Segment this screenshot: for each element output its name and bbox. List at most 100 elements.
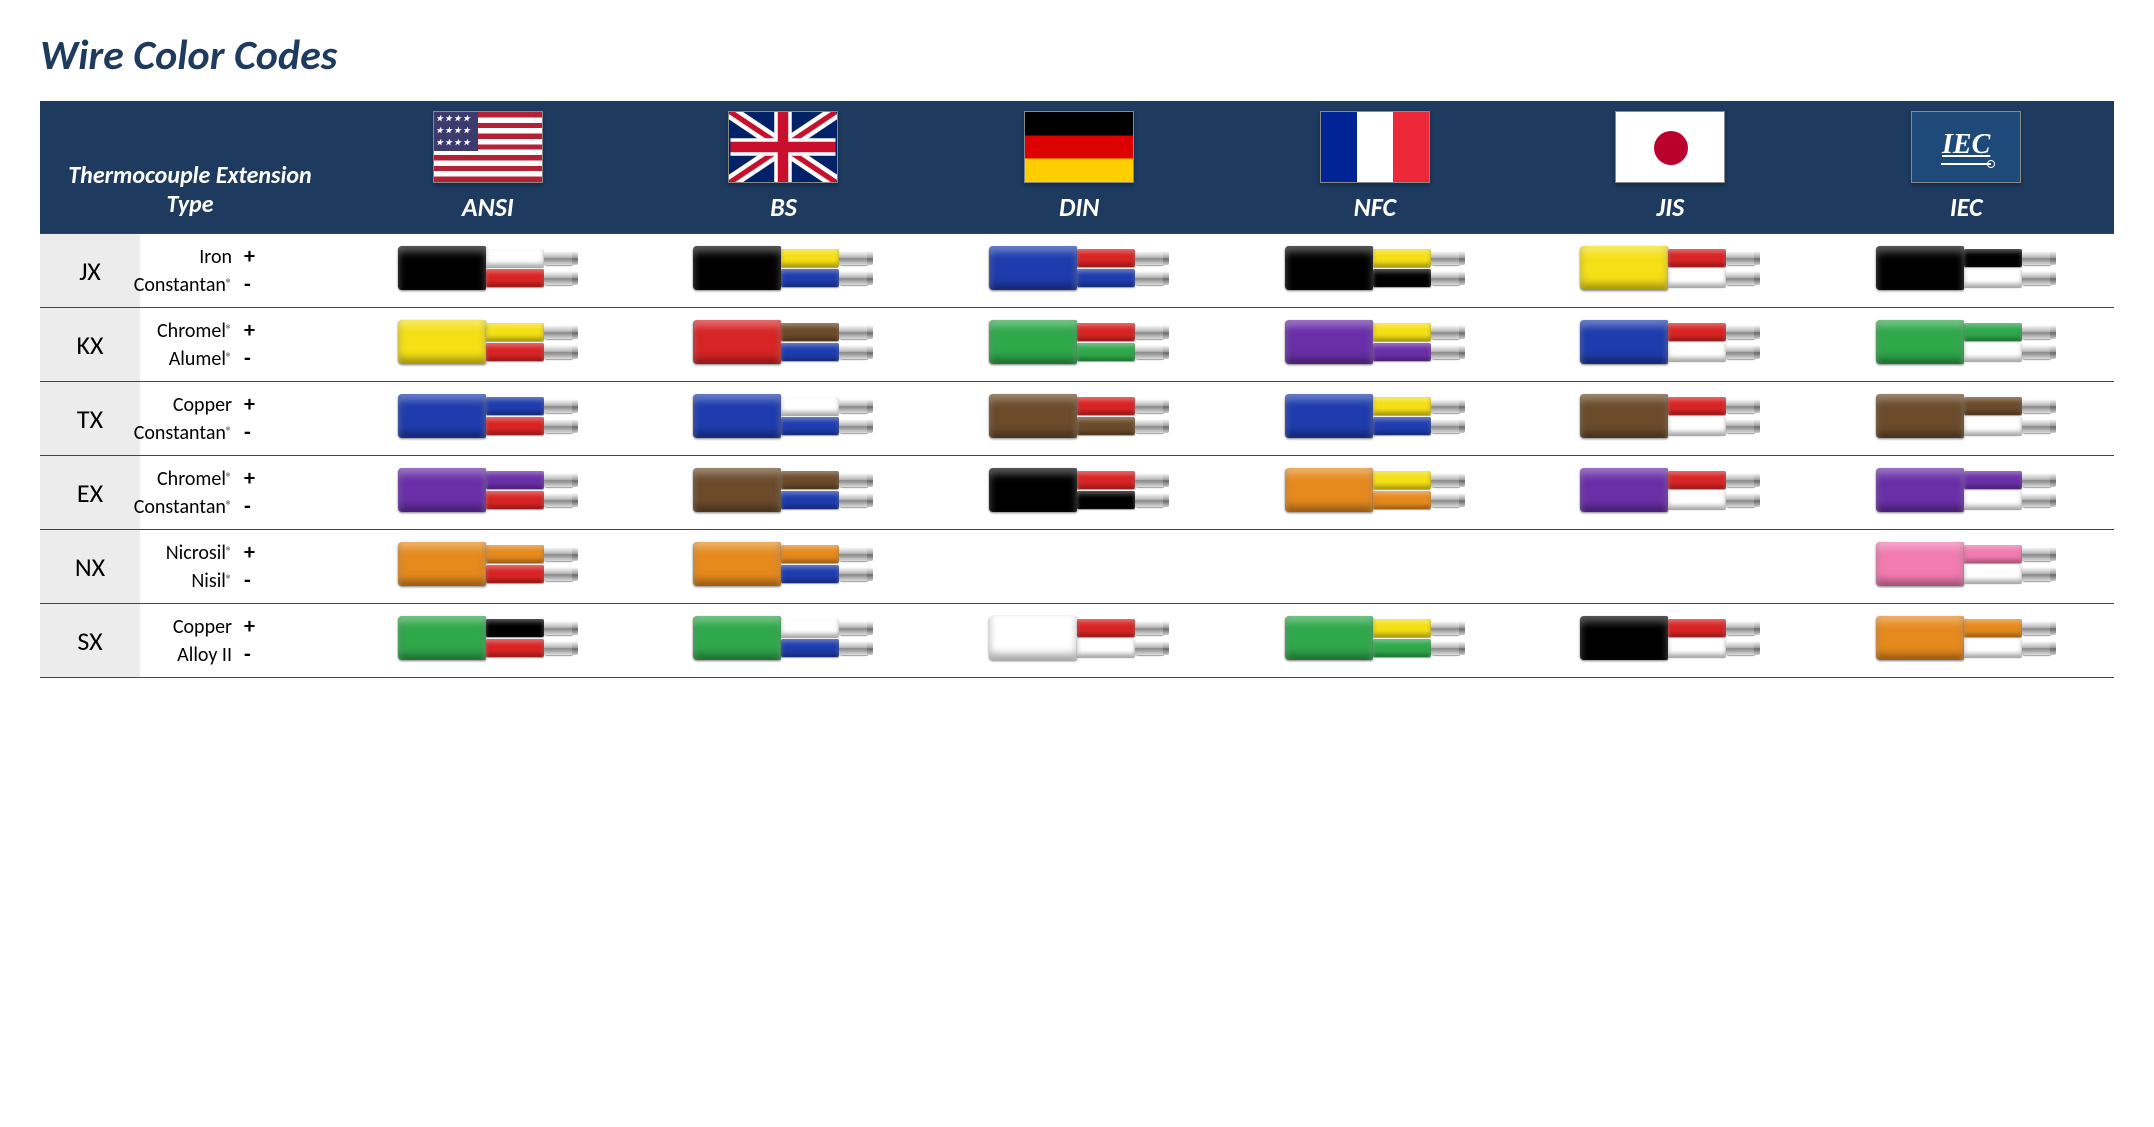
materials: CopperAlloy II (140, 604, 240, 678)
wire-icon (1876, 540, 2056, 588)
standard-header-nfc: NFC (1227, 101, 1523, 234)
flag-uk-icon (728, 111, 838, 183)
wire-icon (693, 392, 873, 440)
wire-cell-ansi (340, 234, 636, 308)
wire-cell-iec (1818, 308, 2114, 382)
wire-cell-bs (636, 382, 932, 456)
wire-icon (1580, 392, 1760, 440)
material-negative: Constantan® (144, 493, 232, 521)
wire-icon (398, 244, 578, 292)
sign-minus: - (244, 641, 336, 669)
wire-icon (398, 318, 578, 366)
wire-icon (693, 540, 873, 588)
wire-icon (1876, 614, 2056, 662)
wire-cell-jis (1523, 234, 1819, 308)
standard-header-ansi: ANSI (340, 101, 636, 234)
wire-icon (693, 466, 873, 514)
polarity-signs: +- (240, 382, 340, 456)
wire-icon (693, 318, 873, 366)
polarity-signs: +- (240, 604, 340, 678)
wire-icon (1876, 392, 2056, 440)
type-code: JX (40, 234, 140, 308)
flag-fr-icon (1320, 111, 1430, 183)
material-negative: Constantan® (144, 271, 232, 299)
flag-jp-icon (1615, 111, 1725, 183)
materials: IronConstantan® (140, 234, 240, 308)
sign-plus: + (244, 613, 336, 641)
wire-cell-ansi (340, 308, 636, 382)
wire-cell-nfc (1227, 530, 1523, 604)
material-positive: Copper (144, 613, 232, 641)
sign-minus: - (244, 419, 336, 447)
materials: Chromel®Constantan® (140, 456, 240, 530)
material-negative: Alumel® (144, 345, 232, 373)
wire-icon (1876, 466, 2056, 514)
wire-icon (1285, 244, 1465, 292)
wire-icon (1876, 318, 2056, 366)
flag-iec-icon: IEC (1911, 111, 2021, 183)
sign-plus: + (244, 539, 336, 567)
standard-label: IEC (1950, 191, 1983, 223)
standard-label: DIN (1059, 191, 1099, 223)
flag-de-icon (1024, 111, 1134, 183)
material-positive: Iron (144, 243, 232, 271)
wire-cell-nfc (1227, 456, 1523, 530)
material-positive: Nicrosil® (144, 539, 232, 567)
table-row: EXChromel®Constantan®+- (40, 456, 2114, 530)
wire-cell-ansi (340, 456, 636, 530)
standard-header-din: DIN (931, 101, 1227, 234)
standard-label: NFC (1354, 191, 1396, 223)
wire-icon (1580, 614, 1760, 662)
table-row: KXChromel®Alumel®+- (40, 308, 2114, 382)
material-negative: Alloy II (144, 641, 232, 669)
material-negative: Constantan® (144, 419, 232, 447)
sign-minus: - (244, 567, 336, 595)
wire-cell-ansi (340, 530, 636, 604)
wire-cell-nfc (1227, 308, 1523, 382)
material-positive: Chromel® (144, 465, 232, 493)
wire-cell-ansi (340, 604, 636, 678)
standard-header-iec: IEC IEC (1818, 101, 2114, 234)
wire-icon (398, 466, 578, 514)
wire-cell-jis (1523, 604, 1819, 678)
wire-icon (1285, 466, 1465, 514)
wire-cell-nfc (1227, 234, 1523, 308)
type-code: EX (40, 456, 140, 530)
wire-cell-din (931, 382, 1227, 456)
page-title: Wire Color Codes (40, 30, 2134, 81)
type-header: Thermocouple Extension Type (40, 101, 340, 234)
wire-icon (989, 466, 1169, 514)
standard-label: JIS (1657, 191, 1685, 223)
type-code: KX (40, 308, 140, 382)
wire-cell-bs (636, 308, 932, 382)
wire-cell-din (931, 604, 1227, 678)
wire-cell-ansi (340, 382, 636, 456)
wire-cell-din (931, 530, 1227, 604)
table-row: SXCopperAlloy II+- (40, 604, 2114, 678)
sign-plus: + (244, 317, 336, 345)
wire-icon (989, 318, 1169, 366)
wire-icon (1876, 244, 2056, 292)
wire-icon (1285, 392, 1465, 440)
wire-icon (989, 614, 1169, 662)
polarity-signs: +- (240, 308, 340, 382)
standard-header-jis: JIS (1523, 101, 1819, 234)
wire-icon (693, 244, 873, 292)
type-code: NX (40, 530, 140, 604)
materials: CopperConstantan® (140, 382, 240, 456)
wire-cell-jis (1523, 382, 1819, 456)
color-code-table: Thermocouple Extension Type ANSIBSDINNFC… (40, 101, 2114, 678)
wire-icon (1580, 466, 1760, 514)
wire-icon (1285, 614, 1465, 662)
wire-cell-jis (1523, 308, 1819, 382)
wire-cell-bs (636, 456, 932, 530)
materials: Chromel®Alumel® (140, 308, 240, 382)
wire-cell-jis (1523, 456, 1819, 530)
wire-cell-bs (636, 530, 932, 604)
wire-cell-bs (636, 604, 932, 678)
wire-cell-iec (1818, 604, 2114, 678)
wire-icon (989, 392, 1169, 440)
wire-cell-bs (636, 234, 932, 308)
wire-cell-jis (1523, 530, 1819, 604)
sign-plus: + (244, 391, 336, 419)
